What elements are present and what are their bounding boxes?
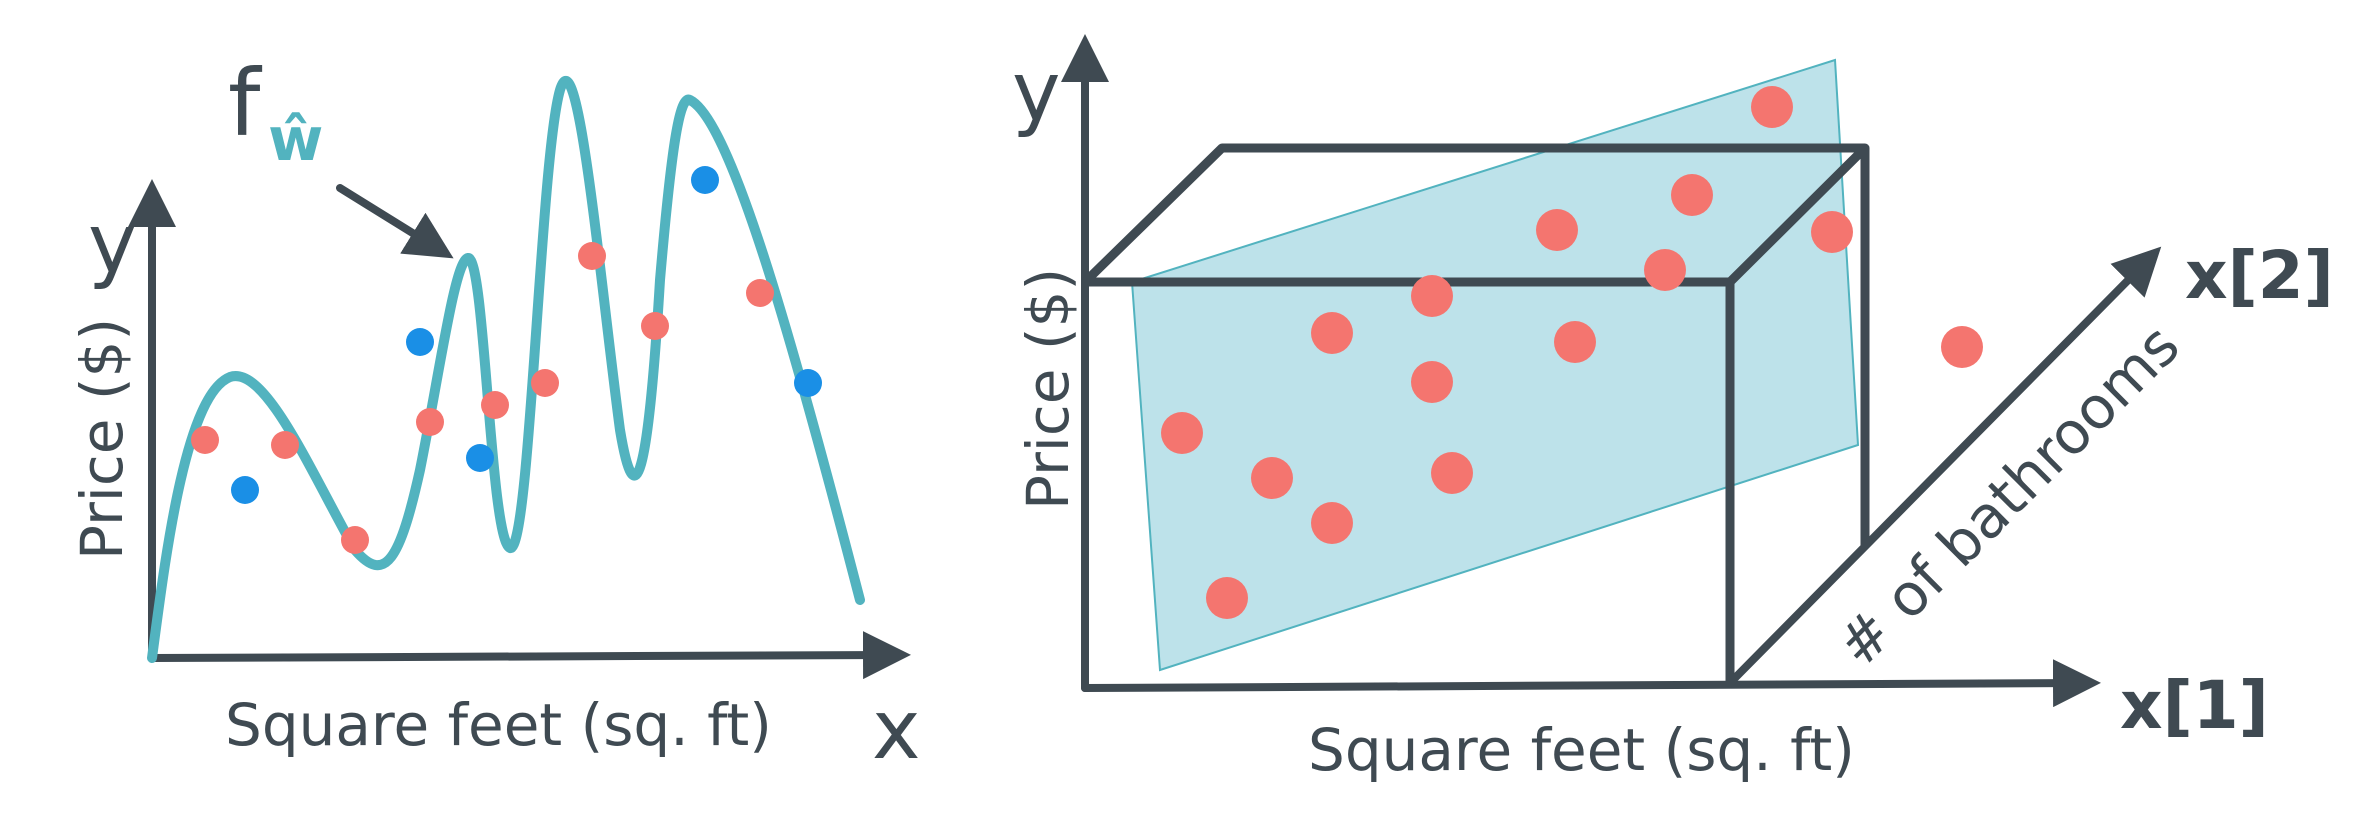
left-x-axis bbox=[148, 631, 911, 680]
data-point-4 bbox=[1644, 249, 1686, 291]
data-point-9 bbox=[1941, 326, 1983, 368]
training-point-1 bbox=[271, 431, 299, 459]
right-x1-symbol: x[1] bbox=[2120, 667, 2269, 744]
right-x1-label: Square feet (sq. ft) bbox=[1308, 716, 1855, 784]
left-test-points bbox=[231, 166, 822, 504]
test-point-1 bbox=[406, 328, 434, 356]
data-point-1 bbox=[1671, 174, 1713, 216]
training-point-0 bbox=[191, 426, 219, 454]
left-y-label: Price ($) bbox=[68, 318, 136, 560]
data-point-14 bbox=[1206, 577, 1248, 619]
left-x-symbol: x bbox=[872, 683, 921, 778]
left-panel: f ŵ y Price ($) Square feet (sq. ft) x bbox=[68, 50, 921, 778]
data-point-2 bbox=[1536, 209, 1578, 251]
data-point-5 bbox=[1411, 275, 1453, 317]
data-point-6 bbox=[1311, 312, 1353, 354]
test-point-4 bbox=[794, 369, 822, 397]
right-x2-axis bbox=[1726, 246, 2162, 687]
data-point-13 bbox=[1311, 502, 1353, 544]
right-panel: y Price ($) Square feet (sq. ft) x[1] # … bbox=[1012, 34, 2334, 784]
right-data-points bbox=[1161, 86, 1983, 619]
data-point-7 bbox=[1554, 321, 1596, 363]
left-x-label: Square feet (sq. ft) bbox=[225, 691, 772, 759]
left-y-symbol: y bbox=[88, 197, 137, 292]
test-point-2 bbox=[466, 444, 494, 472]
data-point-12 bbox=[1431, 452, 1473, 494]
training-point-2 bbox=[341, 526, 369, 554]
data-point-10 bbox=[1161, 412, 1203, 454]
left-training-points bbox=[191, 242, 774, 554]
function-label: f bbox=[228, 50, 263, 157]
right-x1-axis bbox=[1081, 659, 2101, 708]
data-point-8 bbox=[1411, 361, 1453, 403]
right-y-symbol: y bbox=[1012, 45, 1061, 140]
training-point-8 bbox=[746, 279, 774, 307]
right-y-label: Price ($) bbox=[1014, 268, 1082, 510]
training-point-5 bbox=[531, 369, 559, 397]
test-point-3 bbox=[691, 166, 719, 194]
overfit-curve bbox=[147, 76, 865, 663]
data-point-3 bbox=[1811, 211, 1853, 253]
training-point-6 bbox=[578, 242, 606, 270]
data-point-0 bbox=[1751, 86, 1793, 128]
data-box bbox=[1081, 143, 1870, 683]
function-pointer-arrow bbox=[336, 184, 454, 259]
function-subscript: ŵ bbox=[268, 105, 323, 175]
right-x2-symbol: x[2] bbox=[2185, 237, 2334, 314]
training-point-7 bbox=[641, 312, 669, 340]
right-x2-label: # of bathrooms bbox=[1824, 311, 2193, 680]
data-point-11 bbox=[1251, 457, 1293, 499]
training-point-3 bbox=[416, 408, 444, 436]
training-point-4 bbox=[481, 391, 509, 419]
test-point-0 bbox=[231, 476, 259, 504]
